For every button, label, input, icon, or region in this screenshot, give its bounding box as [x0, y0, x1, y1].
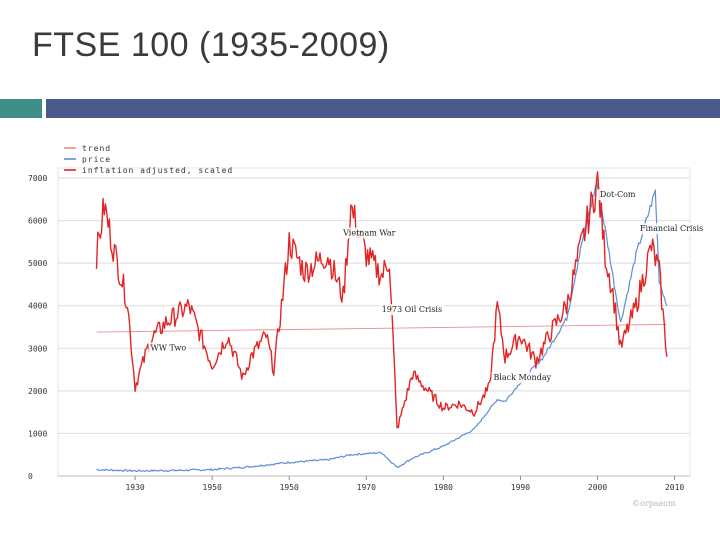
annotation-bg — [597, 189, 638, 201]
watermark: ©orpaaom — [632, 499, 676, 508]
y-tick-label: 2000 — [28, 387, 47, 396]
legend-entry: trend — [82, 144, 111, 153]
series-line-trend — [96, 323, 667, 333]
x-tick-label: 2000 — [588, 483, 607, 492]
x-tick-label: 1950 — [280, 483, 299, 492]
plot-frame — [57, 167, 691, 477]
series-line-price — [96, 182, 668, 473]
legend-entry: inflation adjusted, scaled — [82, 166, 233, 175]
y-tick-label: 4000 — [28, 302, 47, 311]
legend-entry: price — [82, 155, 111, 164]
annotation-label: Dot-Com — [600, 190, 636, 199]
y-tick-label: 5000 — [28, 259, 47, 268]
annotation-bg — [379, 304, 445, 316]
annotation-bg — [148, 342, 189, 354]
y-tick-label: 3000 — [28, 344, 47, 353]
annotation-label: 1973 Oil Crisis — [382, 305, 442, 314]
series-layer — [95, 171, 668, 473]
slide-title: FTSE 100 (1935-2009) — [32, 26, 390, 64]
x-tick-label: 2010 — [665, 483, 684, 492]
annotations: WW Two Vietnam War 1973 Oil Crisis Black Mo… — [148, 189, 706, 384]
x-tick-label: 1990 — [511, 483, 530, 492]
grid — [57, 167, 691, 477]
ftse-chart: WW Two Vietnam War 1973 Oil Crisis Black Mo… — [28, 144, 706, 508]
x-tick-label: 1950 — [203, 483, 222, 492]
series-line-inflation-adjusted-scaled — [95, 171, 668, 429]
x-tick-label: 1930 — [125, 483, 144, 492]
annotation-bg — [637, 223, 706, 235]
annotation-label: WW Two — [150, 343, 186, 352]
annotation-label: Vietnam War — [342, 228, 395, 237]
x-tick-label: 1970 — [357, 483, 376, 492]
annotation-bg — [341, 227, 398, 239]
annotation-bg — [491, 372, 554, 384]
chart-container: WW Two Vietnam War 1973 Oil Crisis Black Mo… — [0, 118, 720, 540]
y-tick-label: 0 — [28, 472, 33, 481]
accent-bar-small — [0, 99, 42, 118]
annotation-label: Black Monday — [493, 373, 551, 382]
axes: 0 1000 2000 3000 4000 5000 6000 7000 1930 1950 195… — [28, 174, 690, 492]
annotation-label: Financial Crisis — [640, 224, 703, 233]
accent-bar-large — [46, 99, 720, 118]
y-tick-label: 6000 — [28, 217, 47, 226]
y-tick-label: 7000 — [28, 174, 47, 183]
x-tick-label: 1980 — [434, 483, 453, 492]
legend: trend price inflation adjusted, scaled — [64, 144, 233, 175]
y-tick-label: 1000 — [28, 429, 47, 438]
